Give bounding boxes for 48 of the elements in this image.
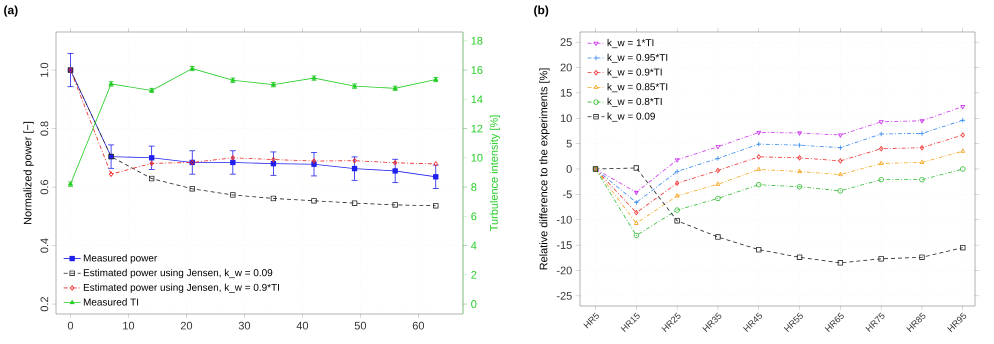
- y-axis-title: Normalized power [−]: [23, 122, 34, 224]
- legend-label: k_w = 1*TI: [608, 38, 654, 48]
- y-tick-label: 0.4: [40, 238, 48, 253]
- y-tick-label: 0.2: [40, 296, 48, 312]
- y-tick-label: -25: [556, 292, 572, 300]
- chart-title: (a): [4, 6, 18, 17]
- x-tick-label: 30: [238, 322, 250, 330]
- x-tick-label: 0: [68, 322, 74, 330]
- x-tick-label: 60: [412, 322, 424, 330]
- y-tick-label: -10: [556, 216, 572, 224]
- y-tick-label: 0.6: [40, 180, 48, 194]
- y-axis-title: Relative difference to the experiments [%]: [539, 68, 550, 270]
- y-tick-label: 20: [560, 64, 572, 72]
- y2-tick-label: 10: [472, 154, 483, 162]
- legend-label: Measured power: [84, 254, 158, 264]
- y2-tick-label: 0: [471, 300, 476, 308]
- legend-label: k_w = 0.95*TI: [608, 54, 668, 63]
- legend-label: Measured TI: [84, 298, 138, 306]
- y2-tick-label: 14: [472, 96, 483, 104]
- y2-axis-title: Turbulence intensity [%]: [490, 116, 500, 232]
- y2-tick-label: 6: [471, 212, 476, 220]
- y-tick-label: 15: [560, 89, 572, 97]
- legend-label: Estimated power using Jensen, k_w = 0.09: [84, 268, 272, 278]
- y2-tick-label: 12: [472, 124, 482, 132]
- x-tick-label: 50: [354, 322, 366, 330]
- x-tick-label: 10: [123, 322, 134, 330]
- y-tick-label: 1.0: [40, 62, 48, 77]
- y2-tick-label: 18: [472, 36, 482, 45]
- y2-tick-label: 2: [471, 270, 476, 279]
- y-tick-label: 5: [566, 140, 572, 148]
- y-tick-label: 10: [560, 114, 572, 122]
- legend-label: k_w = 0.85*TI: [608, 82, 668, 92]
- chart-title: (b): [534, 6, 548, 17]
- legend-label: Estimated power using Jensen, k_w = 0.9*TI: [84, 284, 279, 293]
- y2-tick-label: 8: [471, 183, 476, 191]
- legend-label: k_w = 0.09: [608, 112, 655, 122]
- x-tick-label: 20: [180, 322, 192, 330]
- y-tick-label: -20: [556, 266, 572, 274]
- x-tick-label: 40: [296, 322, 308, 330]
- legend-label: k_w = 0.9*TI: [608, 68, 662, 78]
- y2-tick-label: 16: [472, 66, 482, 74]
- y2-tick-label: 4: [471, 242, 477, 250]
- y-tick-label: 0: [566, 165, 572, 173]
- y-tick-label: 25: [560, 38, 572, 46]
- y-tick-label: -5: [562, 190, 572, 198]
- y-tick-label: 0.8: [40, 121, 48, 136]
- y-tick-label: -15: [556, 241, 572, 249]
- legend-label: k_w = 0.8*TI: [608, 98, 662, 107]
